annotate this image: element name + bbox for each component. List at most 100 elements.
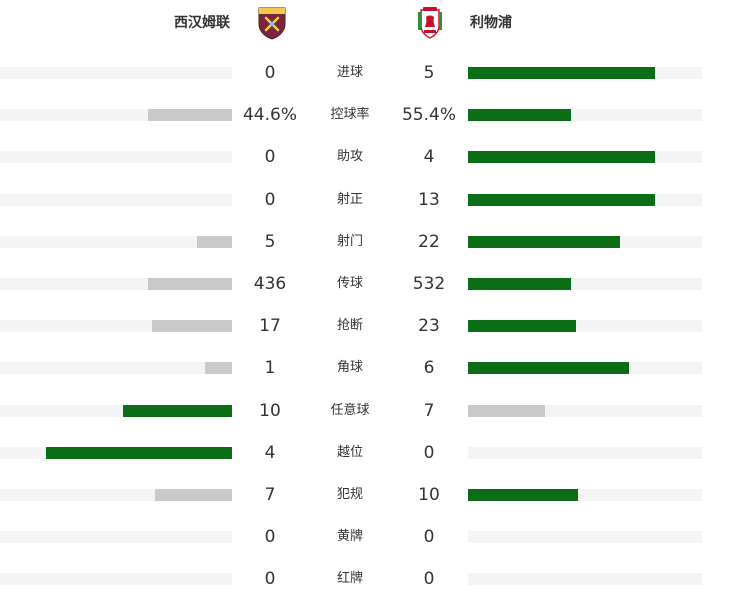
home-stat-value: 0 — [264, 147, 276, 168]
away-bar — [468, 151, 656, 164]
away-bar — [468, 320, 576, 333]
home-bar — [148, 109, 232, 122]
home-stat-value: 1 — [264, 358, 276, 379]
stat-row: 0 黄牌 0 — [0, 516, 732, 558]
home-bar — [155, 488, 232, 501]
home-bar — [122, 404, 232, 417]
away-stat-value: 0 — [423, 442, 435, 463]
home-bar-track — [0, 404, 232, 417]
away-bar-track — [468, 362, 702, 375]
home-stat-value: 4 — [264, 442, 276, 463]
away-bar-track — [468, 404, 702, 417]
away-stat-value: 10 — [418, 484, 440, 505]
away-stat-value: 6 — [423, 358, 435, 379]
away-bar — [468, 488, 578, 501]
home-bar-track — [0, 67, 232, 79]
stat-row: 7 犯规 10 — [0, 474, 732, 516]
home-bar — [46, 446, 232, 459]
away-stat-value: 0 — [423, 527, 435, 548]
away-bar-track — [468, 109, 702, 122]
away-bar-track — [468, 151, 702, 164]
home-bar-track — [0, 277, 232, 290]
stat-label: 角球 — [336, 360, 363, 376]
liverpool-crest-icon — [418, 7, 442, 39]
stat-label: 抢断 — [336, 318, 363, 334]
home-stat-value: 0 — [264, 569, 276, 590]
away-stat-value: 23 — [418, 316, 440, 337]
away-bar — [468, 109, 571, 122]
home-stat-value: 17 — [259, 316, 281, 337]
stat-label: 红牌 — [336, 571, 363, 587]
away-bar — [468, 404, 546, 417]
home-bar-track — [0, 531, 232, 544]
home-bar-track — [0, 488, 232, 501]
away-bar-track — [468, 531, 702, 544]
stat-label: 越位 — [336, 444, 363, 460]
home-bar — [205, 362, 232, 375]
stat-label: 射正 — [336, 191, 363, 207]
home-bar-track — [0, 362, 232, 375]
away-bar — [468, 277, 571, 290]
away-bar-track — [468, 573, 702, 586]
stats-list: 0 进球 5 44.6% 控球率 55.4% 0 助攻 4 0 射正 13 5 射门 22 436 传球 532 1… — [0, 52, 732, 600]
home-bar-track — [0, 446, 232, 459]
match-header: 西汉姆联 利物浦 — [0, 0, 732, 48]
away-stat-value: 5 — [423, 63, 435, 83]
away-bar — [468, 193, 656, 206]
home-bar — [148, 277, 232, 290]
home-stat-value: 7 — [264, 484, 276, 505]
stat-row: 1 角球 6 — [0, 347, 732, 389]
stat-row: 0 红牌 0 — [0, 558, 732, 600]
away-stat-value: 55.4% — [401, 105, 456, 126]
away-stat-value: 4 — [423, 147, 435, 168]
stat-label: 任意球 — [330, 402, 370, 418]
away-stat-value: 13 — [418, 189, 440, 210]
stat-row: 4 越位 0 — [0, 432, 732, 474]
stat-row: 0 助攻 4 — [0, 136, 732, 178]
home-team-name: 西汉姆联 — [174, 15, 230, 31]
stat-row: 5 射门 22 — [0, 221, 732, 263]
home-bar-track — [0, 573, 232, 586]
home-bar — [151, 320, 232, 333]
stat-label: 犯规 — [336, 486, 363, 502]
away-bar-track — [468, 277, 702, 290]
home-bar-track — [0, 151, 232, 164]
home-stat-value: 0 — [264, 189, 276, 210]
home-bar-track — [0, 109, 232, 122]
away-bar-track — [468, 67, 702, 79]
stat-row: 10 任意球 7 — [0, 390, 732, 432]
home-stat-value: 5 — [264, 231, 276, 252]
away-bar — [468, 235, 621, 248]
home-stat-value: 0 — [264, 527, 276, 548]
home-stat-value: 436 — [253, 273, 287, 294]
stat-row: 17 抢断 23 — [0, 305, 732, 347]
home-stat-value: 0 — [264, 63, 276, 83]
home-stat-value: 44.6% — [242, 105, 297, 126]
stat-label: 控球率 — [330, 107, 370, 123]
stat-label: 传球 — [336, 275, 363, 291]
away-stat-value: 0 — [423, 569, 435, 590]
home-stat-value: 10 — [259, 400, 281, 421]
away-bar-track — [468, 320, 702, 333]
away-stat-value: 22 — [418, 231, 440, 252]
away-bar — [468, 67, 656, 79]
away-bar-track — [468, 446, 702, 459]
away-bar — [468, 362, 630, 375]
away-bar-track — [468, 235, 702, 248]
home-bar-track — [0, 235, 232, 248]
away-team-name: 利物浦 — [470, 15, 512, 31]
stat-label: 助攻 — [336, 149, 363, 165]
home-bar — [197, 235, 232, 248]
stat-row: 436 传球 532 — [0, 263, 732, 305]
away-stat-value: 7 — [423, 400, 435, 421]
away-bar-track — [468, 193, 702, 206]
away-stat-value: 532 — [412, 273, 446, 294]
stat-label: 射门 — [336, 233, 363, 249]
away-bar-track — [468, 488, 702, 501]
home-bar-track — [0, 320, 232, 333]
west-ham-crest-icon — [258, 7, 286, 40]
stat-label: 黄牌 — [336, 529, 363, 545]
stat-row: 0 进球 5 — [0, 52, 732, 94]
stat-row: 44.6% 控球率 55.4% — [0, 94, 732, 136]
stat-label: 进球 — [336, 65, 363, 80]
